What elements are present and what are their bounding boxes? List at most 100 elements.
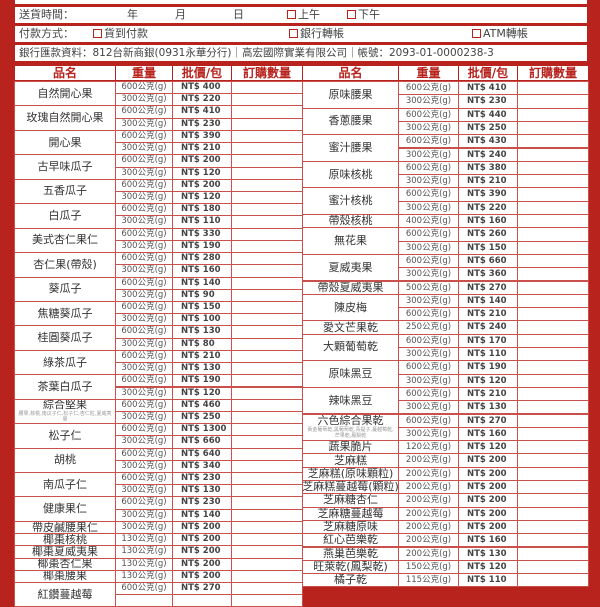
quantity-input[interactable]: [517, 174, 589, 189]
quantity-input[interactable]: [517, 214, 589, 229]
quantity-input[interactable]: [517, 253, 589, 269]
cod-checkbox[interactable]: 貨到付款: [93, 26, 148, 42]
product-name-text: 芝麻糖蔓越莓: [317, 506, 384, 520]
quantity-input[interactable]: [517, 506, 589, 521]
quantity-input[interactable]: [517, 413, 589, 428]
quantity-input[interactable]: [517, 333, 589, 348]
am-checkbox[interactable]: 上午: [287, 7, 320, 23]
weight-cell: 600公克(g): [398, 333, 459, 348]
quantity-input[interactable]: [517, 280, 589, 295]
quantity-input[interactable]: [517, 134, 589, 149]
quantity-input[interactable]: [517, 400, 589, 415]
product-name-text: 旺萊乾(鳳梨乾): [313, 559, 388, 573]
bank-info-text: 銀行匯款資料：812台新商銀(0931永華分行)｜高宏國際實業有限公司｜帳號：2…: [19, 47, 494, 59]
product-name: 茶葉白瓜子: [14, 374, 116, 400]
product-name-text: 美式杏仁果仁: [32, 233, 98, 247]
product-name: 綜合堅果 腰果,核桃,南瓜子仁,松子仁,杏仁粒,夏威夷果: [14, 398, 116, 425]
price-cell: NT$ 190: [172, 374, 232, 388]
product-name-text: 帶殼夏威夷果: [317, 280, 384, 294]
weight-cell: 200公克(g): [398, 546, 459, 561]
quantity-input[interactable]: [231, 374, 303, 388]
quantity-input[interactable]: [517, 307, 589, 322]
product-name-text: 綠茶瓜子: [43, 355, 87, 369]
product-name-text: 紅鑽蔓越莓: [37, 587, 93, 601]
product-note: 黃金葡萄乾,黑葡萄乾,青提子,蔓越莓乾,芒果乾,鳳梨乾: [307, 427, 394, 440]
weight-cell: 600公克(g): [398, 227, 459, 242]
price-cell: NT$ 200: [458, 480, 518, 495]
product-name-text: 杏仁果(帶殼): [33, 257, 97, 271]
price-cell: NT$ 270: [458, 280, 518, 295]
weight-cell: 150公克(g): [398, 559, 459, 575]
quantity-input[interactable]: [517, 373, 589, 388]
product-name: 南瓜子仁: [14, 472, 116, 498]
quantity-input[interactable]: [517, 480, 589, 495]
bank-transfer-checkbox[interactable]: 銀行轉帳: [289, 26, 344, 42]
quantity-input[interactable]: [517, 533, 589, 548]
product-name: 綠茶瓜子: [14, 349, 116, 376]
payment-label: 付款方式：: [19, 27, 74, 40]
product-name-text: 五香瓜子: [43, 184, 87, 198]
weight-cell: 130公克(g): [115, 533, 173, 547]
product-name-text: 帶殼核桃: [328, 214, 373, 228]
quantity-input[interactable]: [517, 519, 589, 535]
product-name-text: 松子仁: [48, 428, 82, 442]
quantity-input[interactable]: [231, 227, 303, 241]
weight-cell: 300公克(g): [398, 240, 459, 255]
quantity-input[interactable]: [517, 293, 589, 309]
quantity-input[interactable]: [517, 160, 589, 176]
quantity-input[interactable]: [517, 573, 589, 588]
atm-checkbox[interactable]: ATM轉帳: [472, 26, 528, 42]
quantity-input[interactable]: [517, 120, 589, 136]
price-cell: NT$ 200: [172, 533, 232, 547]
quantity-input[interactable]: [517, 386, 589, 402]
quantity-input[interactable]: [517, 240, 589, 255]
quantity-input[interactable]: [517, 227, 589, 242]
product-name-text: 芝麻糖杏仁: [323, 493, 378, 507]
product-name: 杏仁果(帶殼): [14, 252, 116, 278]
quantity-input[interactable]: [517, 147, 589, 162]
cod-label: 貨到付款: [104, 27, 148, 40]
quantity-input[interactable]: [517, 360, 589, 375]
product-name: 芝麻糖蔓越莓: [302, 506, 399, 521]
weight-cell: 300公克(g): [398, 120, 459, 136]
quantity-input[interactable]: [517, 440, 589, 455]
quantity-input[interactable]: [517, 107, 589, 122]
quantity-input[interactable]: [517, 187, 589, 202]
quantity-input[interactable]: [517, 466, 589, 481]
quantity-input[interactable]: [517, 453, 589, 468]
product-name-text: 芝麻糖原味: [323, 520, 378, 534]
quantity-input[interactable]: [517, 493, 589, 508]
price-cell: NT$ 250: [458, 120, 518, 136]
quantity-input[interactable]: [517, 81, 589, 96]
quantity-input[interactable]: [517, 559, 589, 575]
quantity-input[interactable]: [517, 546, 589, 561]
quantity-input[interactable]: [517, 347, 589, 362]
product-name-text: 椰棗腰果: [43, 569, 87, 583]
product-name-text: 蔬果脆片: [328, 440, 373, 454]
weight-cell: 600公克(g): [398, 413, 459, 428]
product-name-text: 陳皮梅: [334, 300, 367, 314]
quantity-input[interactable]: [517, 94, 589, 109]
product-name: 白瓜子: [14, 203, 116, 229]
quantity-input[interactable]: [517, 200, 589, 215]
price-cell: NT$ 120: [458, 559, 518, 575]
quantity-input[interactable]: [517, 267, 589, 282]
quantity-input[interactable]: [231, 594, 303, 607]
quantity-input[interactable]: [517, 320, 589, 335]
weight-cell: 300公克(g): [398, 426, 459, 442]
price-cell: NT$ 210: [458, 174, 518, 189]
weight-cell: 500公克(g): [398, 280, 459, 295]
weight-cell: 600公克(g): [115, 374, 173, 388]
weight-cell: 250公克(g): [398, 320, 459, 335]
product-name-text: 蜜汁腰果: [328, 140, 373, 154]
quantity-input[interactable]: [517, 426, 589, 442]
pm-checkbox[interactable]: 下午: [347, 7, 380, 23]
month-label: 月: [175, 8, 186, 21]
product-name-text: 芝麻糕(原味顆粒): [307, 466, 394, 480]
product-name: 古早味瓜子: [14, 154, 116, 180]
price-cell: NT$ 230: [458, 94, 518, 109]
quantity-input[interactable]: [231, 533, 303, 547]
product-name: 旺萊乾(鳳梨乾): [302, 559, 399, 575]
product-name-text: 六色綜合果乾: [317, 414, 384, 428]
weight-cell: 600公克(g): [398, 307, 459, 322]
